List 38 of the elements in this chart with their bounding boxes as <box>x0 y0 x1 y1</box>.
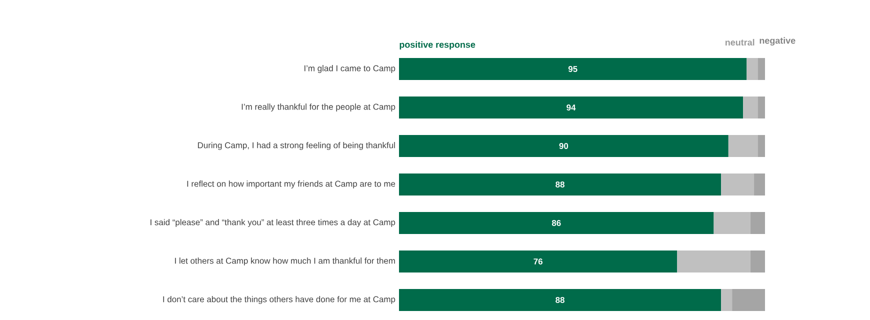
bar <box>399 135 728 157</box>
bar <box>721 174 754 196</box>
y-tick-label: I said “please” and “thank you” at least three times a day at Camp <box>150 219 396 227</box>
y-tick-label: I’m glad I came to Camp <box>304 65 396 73</box>
bar <box>758 58 766 80</box>
data-label: 90 <box>559 143 568 149</box>
bar <box>677 250 750 272</box>
series-label: neutral <box>726 38 754 46</box>
data-label: 86 <box>552 220 561 226</box>
data-label: 95 <box>568 66 578 72</box>
bar <box>714 212 750 234</box>
bar <box>750 212 766 234</box>
bar <box>754 174 766 196</box>
bar <box>399 58 747 80</box>
y-tick-label: I let others at Camp know how much I am thankful for them <box>175 258 395 266</box>
data-label: 88 <box>556 297 564 303</box>
y-tick-label: I reflect on how important my friends at Camp are to me <box>187 180 396 188</box>
y-tick-label: I don’t care about the things others have done for me at Camp <box>163 296 396 304</box>
bar <box>758 96 766 118</box>
bar <box>750 250 766 272</box>
bar <box>758 135 766 157</box>
data-label: 94 <box>566 104 576 110</box>
bar <box>743 96 758 118</box>
bar <box>728 135 758 157</box>
bar <box>399 96 744 118</box>
bar <box>399 212 714 234</box>
data-label: 88 <box>556 182 564 188</box>
bar <box>746 58 758 80</box>
data-label: 76 <box>534 258 542 264</box>
y-tick-label: I’m really thankful for the people at Camp <box>242 104 396 112</box>
series-label: negative <box>760 37 796 46</box>
series-label: positive response <box>400 41 476 50</box>
bar <box>732 289 766 311</box>
bar <box>721 289 732 311</box>
bar <box>399 289 722 311</box>
bar <box>399 174 722 196</box>
bar <box>399 250 678 272</box>
y-tick-label: During Camp, I had a strong feeling of being thankful <box>198 142 395 150</box>
